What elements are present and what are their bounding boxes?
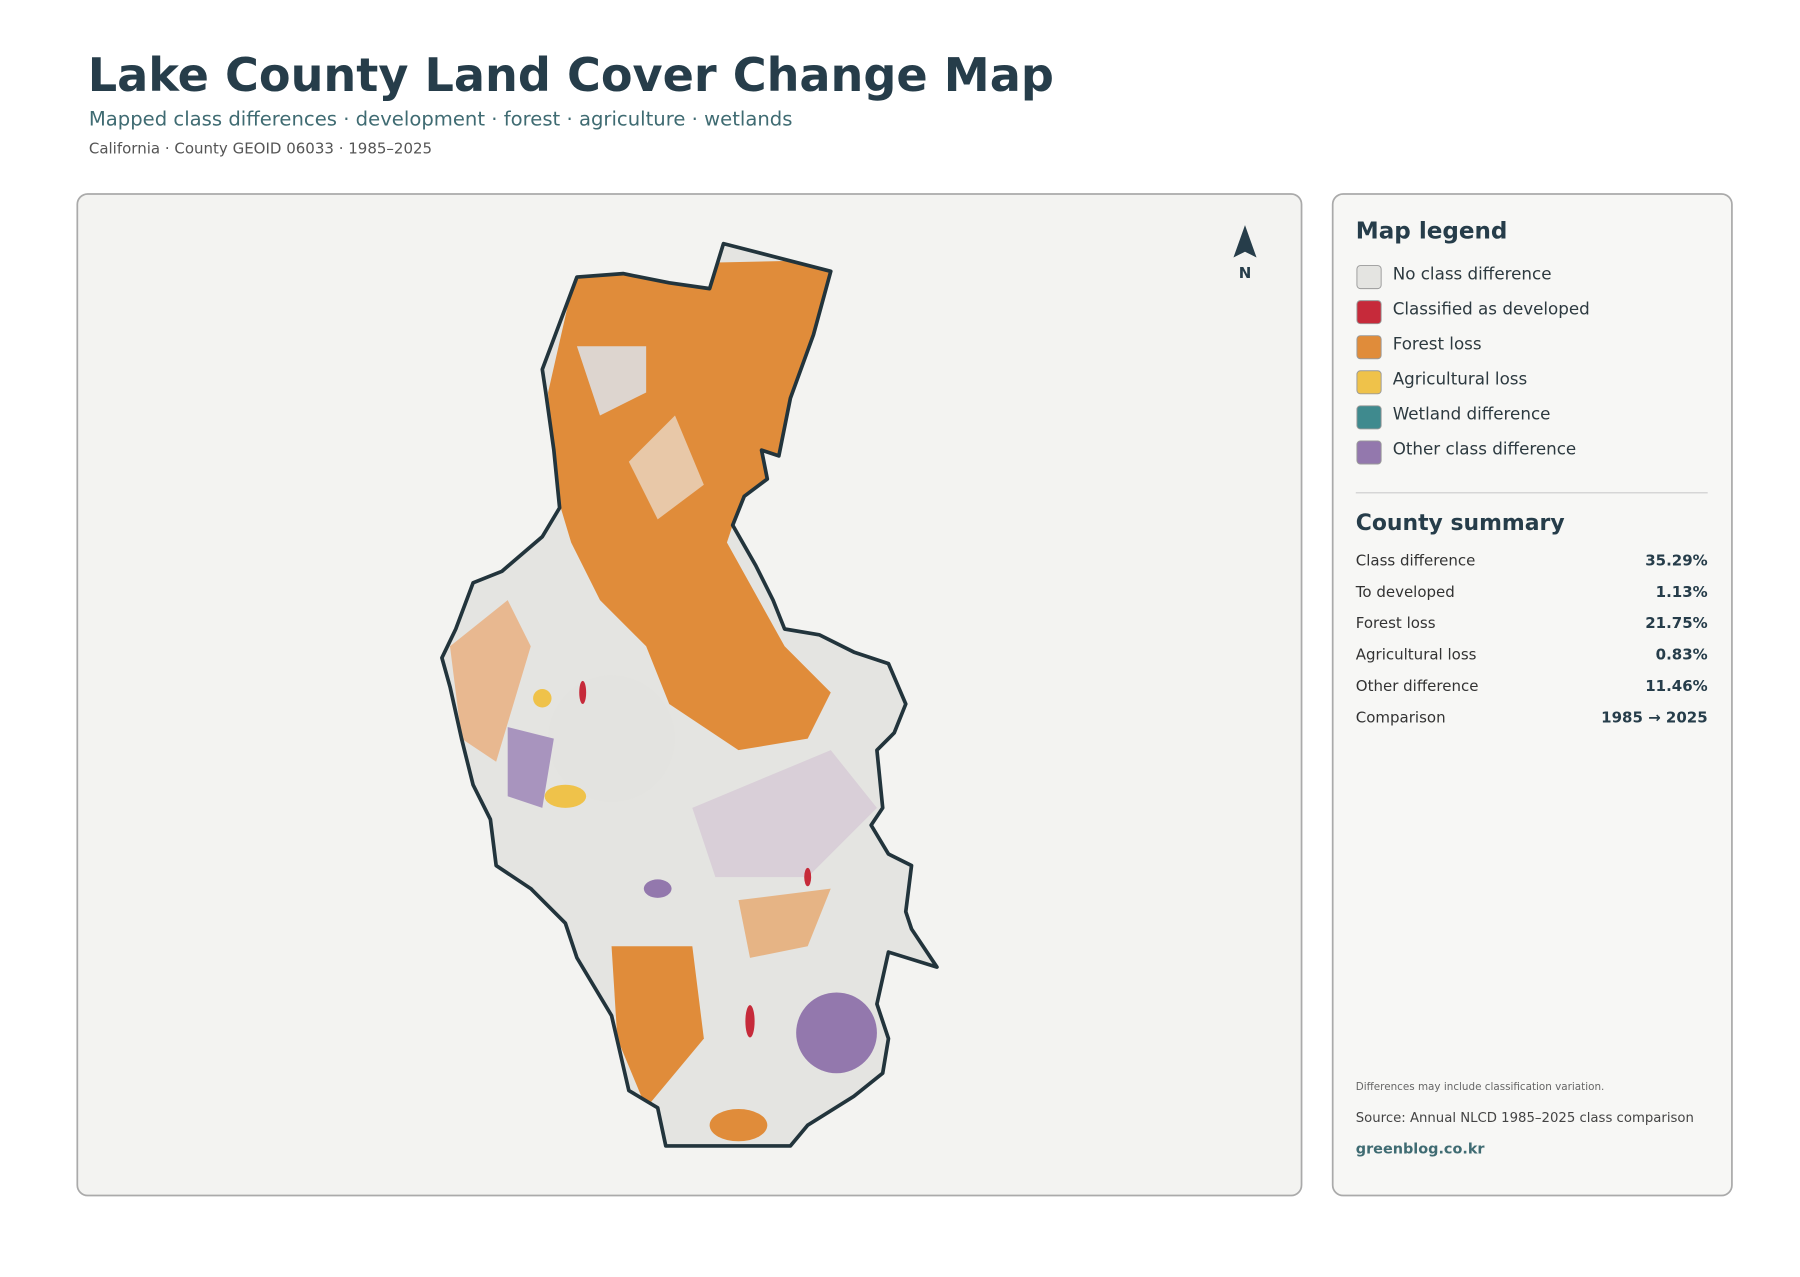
legend-label: Classified as developed — [1393, 298, 1590, 318]
legend-label: Forest loss — [1393, 333, 1482, 353]
summary-value: 21.75% — [1645, 614, 1707, 632]
legend-swatch — [1356, 370, 1382, 395]
summary-label: Comparison — [1356, 708, 1446, 726]
summary: Class difference 35.29% To developed 1.13% F… — [1355, 551, 1708, 726]
legend: No class difference Classified as develop… — [1356, 263, 1590, 465]
legend-label: Other class difference — [1393, 439, 1577, 459]
summary-value: 35.29% — [1645, 551, 1707, 569]
north-label: N — [1239, 264, 1252, 282]
note: Differences may include classification v… — [1356, 1081, 1605, 1093]
legend-swatch — [1356, 405, 1382, 430]
legend-label: No class difference — [1393, 263, 1552, 283]
title: Lake County Land Cover Change Map — [88, 48, 1054, 102]
north-arrow — [1233, 225, 1257, 258]
summary-label: Agricultural loss — [1356, 646, 1477, 664]
meta: California · County GEOID 06033 · 1985–2… — [89, 140, 432, 158]
site-link[interactable]: greenblog.co.kr — [1356, 1141, 1486, 1157]
legend-swatch — [1356, 300, 1382, 325]
legend-swatch — [1356, 335, 1382, 360]
summary-title: County summary — [1356, 511, 1565, 536]
summary-value: 0.83% — [1656, 646, 1708, 664]
summary-value: 1985 → 2025 — [1601, 708, 1708, 726]
legend-swatch — [1356, 440, 1382, 465]
legend-swatch — [1356, 265, 1382, 290]
summary-value: 11.46% — [1645, 677, 1707, 695]
subtitle: Mapped class differences · development ·… — [89, 108, 793, 131]
summary-label: Class difference — [1356, 551, 1476, 569]
legend-label: Wetland difference — [1393, 404, 1551, 424]
source: Source: Annual NLCD 1985–2025 class comp… — [1356, 1111, 1694, 1126]
side-panel — [1331, 193, 1733, 1197]
summary-label: To developed — [1355, 583, 1455, 601]
legend-title: Map legend — [1356, 219, 1508, 245]
summary-label: Forest loss — [1356, 614, 1436, 632]
summary-label: Other difference — [1356, 677, 1479, 695]
legend-label: Agricultural loss — [1393, 369, 1528, 389]
summary-value: 1.13% — [1656, 583, 1708, 601]
